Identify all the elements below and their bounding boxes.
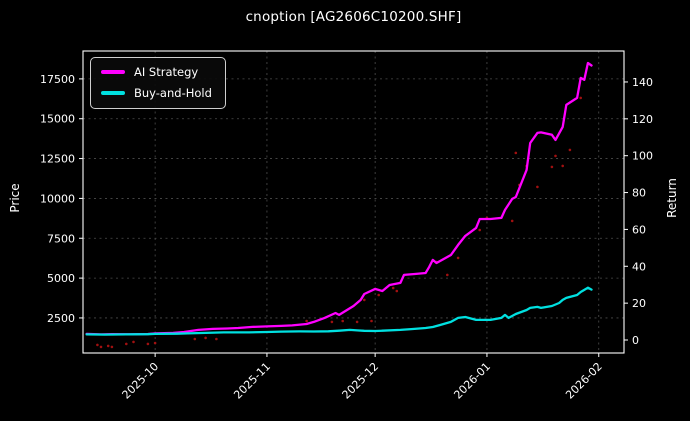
legend-item-buy-and-hold: Buy-and-Hold xyxy=(101,86,212,100)
svg-text:120: 120 xyxy=(632,113,653,126)
svg-text:2025-11: 2025-11 xyxy=(231,360,273,402)
right-axis-label: Return xyxy=(665,178,679,218)
buy-and-hold-line-swatch xyxy=(101,91,125,95)
legend-label-ai-strategy: AI Strategy xyxy=(134,65,199,79)
svg-text:2026-02: 2026-02 xyxy=(563,360,605,402)
svg-text:12500: 12500 xyxy=(40,153,75,166)
legend-item-ai-strategy: AI Strategy xyxy=(101,65,212,79)
svg-text:15000: 15000 xyxy=(40,113,75,126)
svg-text:2025-12: 2025-12 xyxy=(340,360,382,402)
svg-text:2025-10: 2025-10 xyxy=(120,360,162,402)
svg-text:40: 40 xyxy=(632,260,646,273)
svg-text:60: 60 xyxy=(632,223,646,236)
svg-text:80: 80 xyxy=(632,187,646,200)
legend-label-buy-and-hold: Buy-and-Hold xyxy=(134,86,212,100)
svg-text:2500: 2500 xyxy=(47,312,75,325)
svg-text:5000: 5000 xyxy=(47,272,75,285)
legend: AI Strategy Buy-and-Hold xyxy=(90,57,226,109)
svg-text:20: 20 xyxy=(632,297,646,310)
ai-strategy-line-swatch xyxy=(101,70,125,74)
svg-text:17500: 17500 xyxy=(40,73,75,86)
svg-text:0: 0 xyxy=(632,334,639,347)
svg-text:7500: 7500 xyxy=(47,232,75,245)
svg-text:100: 100 xyxy=(632,150,653,163)
left-axis-label: Price xyxy=(8,183,22,213)
chart-title: cnoption [AG2606C10200.SHF] xyxy=(245,9,462,25)
svg-text:2026-01: 2026-01 xyxy=(451,360,493,402)
svg-text:10000: 10000 xyxy=(40,192,75,205)
svg-text:140: 140 xyxy=(632,76,653,89)
